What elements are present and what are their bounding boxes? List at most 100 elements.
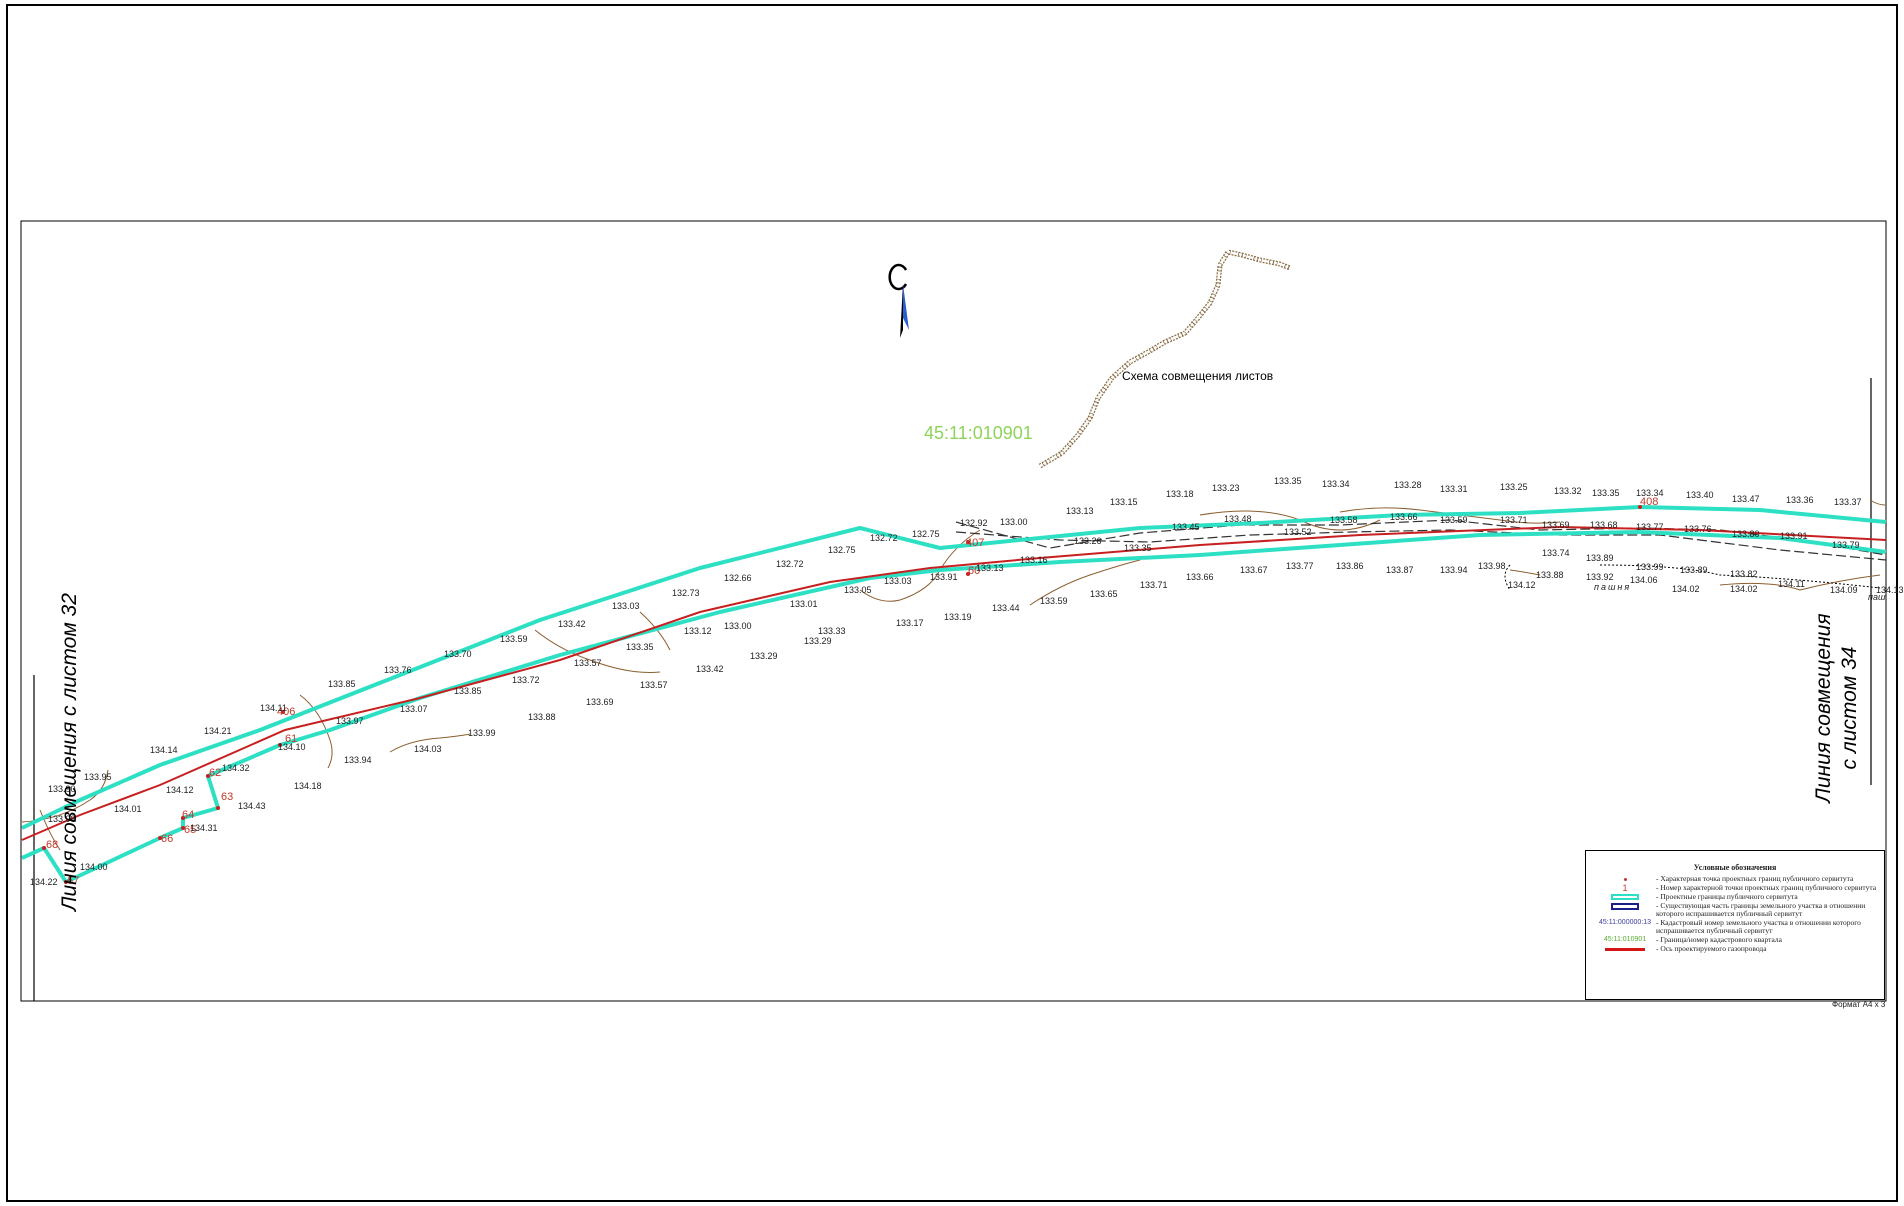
elevation-label: 134.02 [1672,584,1700,594]
elevation-label: 133.13 [1066,506,1094,516]
point-label: 65 [184,824,196,836]
elevation-label: 133.85 [328,679,356,689]
elevation-label: 133.37 [1834,497,1862,507]
elevation-label: 133.35 [1274,476,1302,486]
elevation-label: 134.11 [1778,579,1805,589]
point-label: 61 [285,733,297,745]
point-number-symbol: 1 [1622,883,1628,893]
point-label: 66 [161,833,173,845]
north-arrow-icon [888,263,909,338]
elevation-label: 134.10 [278,742,306,752]
legend-item-text: - Кадастровый номер земельного участка в… [1656,918,1861,935]
pipeline-axis [21,525,1887,841]
elevation-label: 133.85 [454,686,482,696]
boundary-points [42,505,1642,884]
field-label: пашня [1594,582,1631,592]
legend-item: - Ось проектируемого газопровода [1594,945,1878,953]
elevation-label: 133.17 [896,618,924,628]
elevation-label: 134.18 [294,781,322,791]
servitude-boundary-icon [1611,894,1639,900]
legend-item-text: - Характерная точка проектных границ пуб… [1656,874,1854,883]
elevation-label: 133.65 [1090,589,1118,599]
legend-title: Условные обозначения [1693,863,1777,872]
elevation-label: 133.71 [1140,580,1168,590]
elevation-label: 133.18 [1166,489,1194,499]
point-label: 63 [221,791,233,803]
sheet-border [6,4,1898,1202]
point-label: 406 [277,706,295,718]
point-number-labels: 68 67 66 65 64 63 62 61 406 407 60 408 [46,496,1658,887]
elevation-label: 133.12 [684,626,712,636]
legend-item-text: - Граница/номер кадастрового квартала [1656,935,1782,944]
elevation-label: 133.87 [1386,565,1414,575]
elevation-label: 133.59 [1440,515,1468,525]
elevation-label: 133.89 [1680,565,1708,575]
elevation-label: 134.43 [238,801,266,811]
elevation-label: 133.35 [1124,543,1152,553]
servitude-boundary [21,505,1887,884]
elevation-label: 133.59 [1040,596,1068,606]
point-label: 68 [46,839,58,851]
elevation-label: 133.58 [1330,515,1358,525]
elevation-label: 133.00 [1000,517,1028,527]
point-label: 407 [966,537,984,549]
elevation-label: 133.92 [1586,572,1614,582]
right-match-line-label-1: Линия совмещения [1812,613,1835,804]
legend-item: - Существующая часть границы земельного … [1594,902,1878,918]
elevation-label: 133.66 [1186,572,1214,582]
right-match-line-label-2: с листом 34 [1838,647,1861,770]
point-label: 60 [968,565,980,577]
elevation-label: 133.95 [84,772,112,782]
elevation-label: 133.23 [1212,483,1240,493]
elevation-label: 132.75 [912,529,940,539]
elevation-label: 133.99 [468,728,496,738]
elevation-label: 134.01 [114,804,142,814]
elevation-label: 134.06 [1630,575,1658,585]
elevation-label: 134.31 [190,823,218,833]
elevation-label: 133.70 [444,649,472,659]
elevation-label: 134.02 [1730,584,1758,594]
elevation-label: 133.03 [612,601,640,611]
boundary-point-icon [1623,877,1627,881]
elevation-label: 133.52 [1284,527,1312,537]
elevation-label: 134.09 [1830,585,1858,595]
format-label: Формат А4 х 3 [1832,1000,1886,1009]
elevation-label: 133.82 [1730,569,1758,579]
elevation-label: 134.00 [80,862,108,872]
elevation-label: 133.69 [1542,520,1570,530]
field-label-edge: паш [1868,592,1886,602]
elevation-label: 133.99 [1636,562,1664,572]
elevation-label: 134.22 [30,877,58,887]
elevation-label: 133.01 [790,599,818,609]
elevation-label: 132.72 [870,533,898,543]
legend-item-text: - Номер характерной точки проектных гран… [1656,883,1877,892]
legend-item: - Характерная точка проектных границ пуб… [1594,875,1878,883]
elevation-label: 133.88 [1536,570,1564,580]
elevation-label: 133.91 [1780,531,1808,541]
elevation-label: 133.76 [384,665,412,675]
elevation-label: 133.66 [1390,512,1418,522]
field-edge [1504,564,1511,591]
elevation-label: 133.44 [992,603,1020,613]
field-edge-right [1599,564,1881,589]
elevation-label: 134.12 [166,785,194,795]
elevation-label: 133.74 [1542,548,1570,558]
legend-item: 1 - Номер характерной точки проектных гр… [1594,883,1878,893]
left-match-line-label: Линия совмещения с листом 32 [58,593,81,913]
elevation-label: 133.90 [48,784,76,794]
elevation-label: 133.26 [1074,536,1102,546]
elevation-label: 133.42 [696,664,724,674]
elevation-label: 134.03 [414,744,442,754]
legend-item: 45:11:000000:13 - Кадастровый номер земе… [1594,919,1878,935]
point-label: 67 [67,875,79,887]
elevation-label: 133.57 [640,680,668,690]
pipeline-axis-icon [1605,947,1645,951]
elevation-label: 133.33 [818,626,846,636]
elevation-label: 133.88 [528,712,556,722]
elevation-label: 133.35 [1592,488,1620,498]
elevation-label: 133.36 [1786,495,1814,505]
elevation-label: 133.29 [804,636,832,646]
elevation-label: 132.72 [776,559,804,569]
elevation-label: 133.79 [1832,540,1860,550]
elevation-label: 133.19 [944,612,972,622]
